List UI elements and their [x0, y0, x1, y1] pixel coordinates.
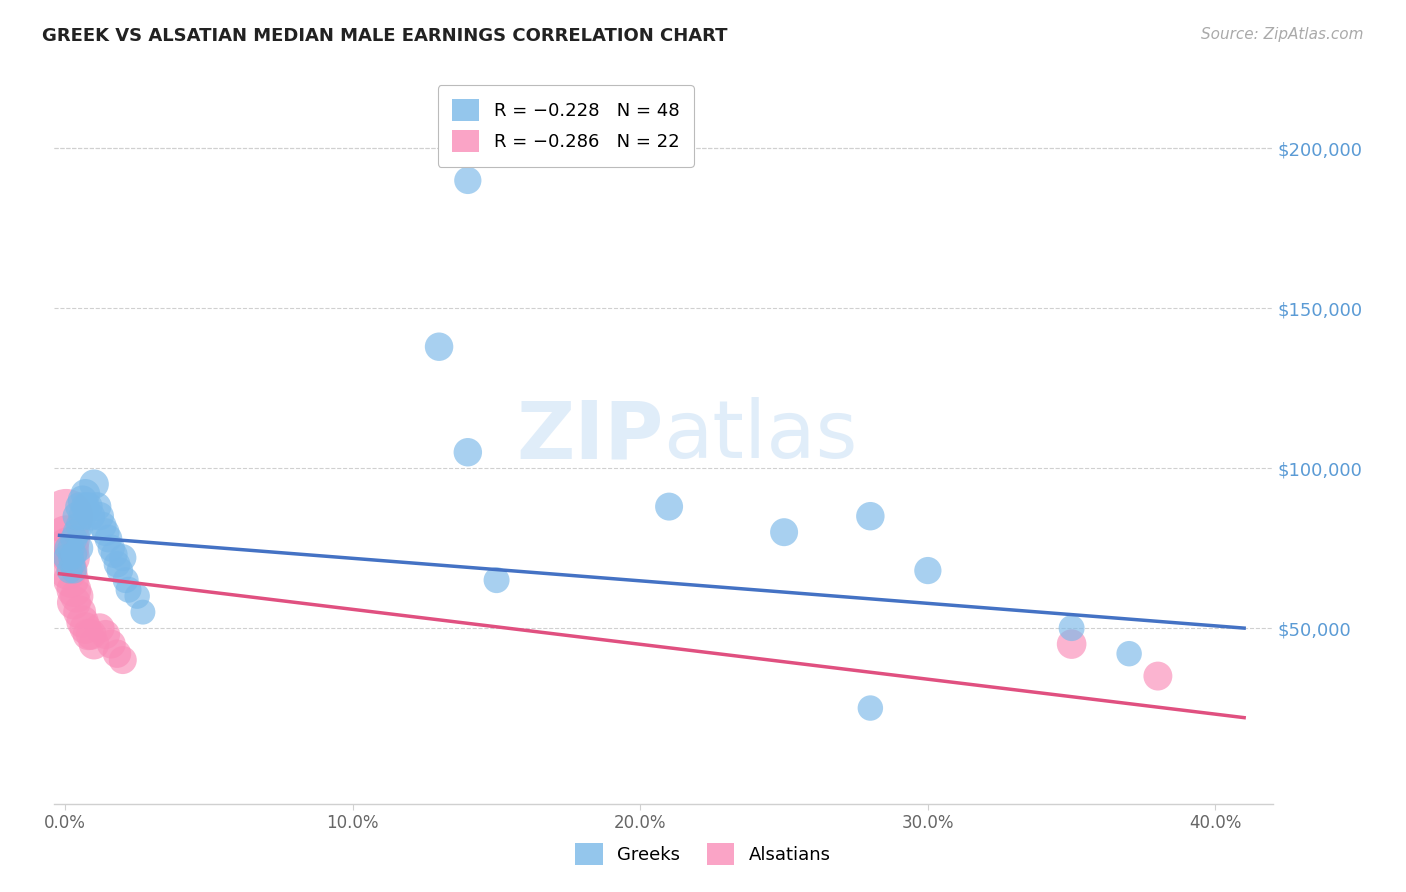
Legend: Greeks, Alsatians: Greeks, Alsatians — [567, 834, 839, 874]
Point — [1118, 647, 1140, 661]
Point — [77, 627, 100, 641]
Point — [66, 509, 89, 524]
Point — [1060, 621, 1083, 635]
Point — [457, 445, 479, 459]
Point — [69, 605, 91, 619]
Point — [56, 564, 79, 578]
Point — [77, 500, 100, 514]
Point — [132, 605, 155, 619]
Text: atlas: atlas — [664, 397, 858, 475]
Legend: R = −0.228   N = 48, R = −0.286   N = 22: R = −0.228 N = 48, R = −0.286 N = 22 — [437, 85, 693, 167]
Point — [69, 500, 91, 514]
Point — [485, 573, 508, 587]
Point — [60, 573, 83, 587]
Point — [457, 173, 479, 187]
Point — [63, 582, 86, 597]
Point — [117, 582, 139, 597]
Point — [91, 518, 114, 533]
Point — [773, 525, 796, 540]
Point — [63, 564, 86, 578]
Point — [55, 550, 77, 565]
Point — [105, 647, 128, 661]
Point — [72, 509, 94, 524]
Point — [111, 653, 134, 667]
Point — [100, 637, 122, 651]
Point — [111, 550, 134, 565]
Point — [66, 589, 89, 603]
Point — [72, 615, 94, 629]
Point — [917, 564, 939, 578]
Text: ZIP: ZIP — [516, 397, 664, 475]
Point — [94, 627, 117, 641]
Point — [100, 541, 122, 556]
Point — [859, 701, 882, 715]
Point — [60, 550, 83, 565]
Point — [658, 500, 681, 514]
Point — [58, 564, 80, 578]
Point — [75, 621, 97, 635]
Point — [127, 589, 149, 603]
Point — [1060, 637, 1083, 651]
Point — [63, 532, 86, 546]
Point — [56, 541, 79, 556]
Point — [69, 518, 91, 533]
Point — [63, 595, 86, 609]
Point — [69, 541, 91, 556]
Point — [55, 509, 77, 524]
Point — [63, 548, 86, 562]
Text: Source: ZipAtlas.com: Source: ZipAtlas.com — [1201, 27, 1364, 42]
Point — [108, 564, 131, 578]
Point — [60, 550, 83, 565]
Point — [80, 509, 103, 524]
Point — [89, 509, 111, 524]
Point — [1147, 669, 1170, 683]
Text: GREEK VS ALSATIAN MEDIAN MALE EARNINGS CORRELATION CHART: GREEK VS ALSATIAN MEDIAN MALE EARNINGS C… — [42, 27, 728, 45]
Point — [72, 493, 94, 508]
Point — [103, 548, 125, 562]
Point — [114, 573, 136, 587]
Point — [80, 627, 103, 641]
Point — [66, 525, 89, 540]
Point — [83, 637, 105, 651]
Point — [859, 509, 882, 524]
Point — [89, 621, 111, 635]
Point — [86, 500, 108, 514]
Point — [94, 525, 117, 540]
Point — [97, 532, 120, 546]
Point — [75, 500, 97, 514]
Point — [75, 487, 97, 501]
Point — [60, 541, 83, 556]
Point — [56, 541, 79, 556]
Point — [105, 557, 128, 571]
Point — [427, 340, 450, 354]
Point — [83, 477, 105, 491]
Point — [55, 532, 77, 546]
Point — [62, 557, 84, 571]
